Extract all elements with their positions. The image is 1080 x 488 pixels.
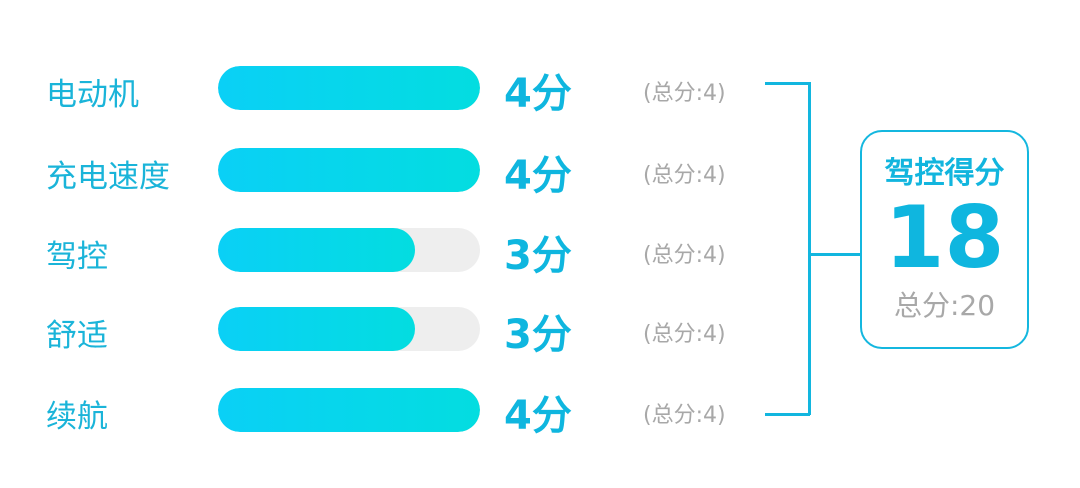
bar-fill bbox=[218, 307, 415, 351]
summary-score-card: 驾控得分 18 总分:20 bbox=[860, 130, 1029, 349]
bar-row: 电动机 4分 (总分:4) bbox=[0, 63, 780, 117]
score-label: 4分 bbox=[504, 393, 572, 439]
category-label: 驾控 bbox=[46, 239, 108, 275]
bar-track bbox=[218, 228, 480, 272]
score-label: 3分 bbox=[504, 312, 572, 358]
bracket-top-line bbox=[765, 82, 810, 85]
total-label: (总分:4) bbox=[643, 243, 726, 268]
bar-row: 充电速度 4分 (总分:4) bbox=[0, 145, 780, 199]
summary-total: 总分:20 bbox=[893, 289, 996, 322]
score-label: 4分 bbox=[504, 153, 572, 199]
total-label: (总分:4) bbox=[643, 322, 726, 347]
bar-track bbox=[218, 388, 480, 432]
summary-score: 18 bbox=[884, 188, 1005, 288]
bar-track bbox=[218, 66, 480, 110]
total-label: (总分:4) bbox=[643, 403, 726, 428]
bar-fill bbox=[218, 148, 480, 192]
bar-track bbox=[218, 148, 480, 192]
bar-row: 舒适 3分 (总分:4) bbox=[0, 304, 780, 358]
bar-track bbox=[218, 307, 480, 351]
category-label: 充电速度 bbox=[46, 159, 170, 195]
bar-fill bbox=[218, 388, 480, 432]
category-label: 舒适 bbox=[46, 318, 108, 354]
bar-row: 续航 4分 (总分:4) bbox=[0, 385, 780, 439]
score-label: 4分 bbox=[504, 71, 572, 117]
total-label: (总分:4) bbox=[643, 163, 726, 188]
bracket-vertical-line bbox=[808, 82, 811, 415]
total-label: (总分:4) bbox=[643, 81, 726, 106]
bar-fill bbox=[218, 66, 480, 110]
bar-fill bbox=[218, 228, 415, 272]
summary-title: 驾控得分 bbox=[884, 156, 1005, 191]
bracket-connector-line bbox=[808, 253, 860, 256]
category-label: 续航 bbox=[46, 399, 108, 435]
bar-row: 驾控 3分 (总分:4) bbox=[0, 225, 780, 279]
score-label: 3分 bbox=[504, 233, 572, 279]
category-label: 电动机 bbox=[46, 77, 139, 113]
bracket-bottom-line bbox=[765, 413, 810, 416]
